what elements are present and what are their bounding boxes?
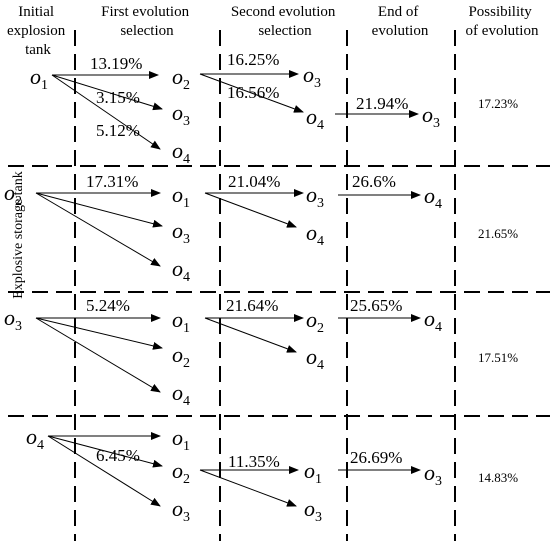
arrow — [199, 469, 297, 507]
node-first: o3 — [172, 100, 190, 129]
percent-label: 13.19% — [90, 54, 142, 73]
node-second: o4 — [306, 344, 324, 373]
node-root: o2 — [4, 180, 22, 209]
node-end: o4 — [424, 306, 442, 335]
node-root: o4 — [26, 424, 44, 453]
arrow — [35, 192, 163, 228]
node-first: o3 — [172, 496, 190, 525]
node-end: o3 — [424, 460, 442, 489]
arrow — [204, 317, 297, 353]
percent-label: 6.45% — [96, 446, 140, 465]
node-first: o1 — [172, 307, 190, 336]
arrow — [51, 74, 161, 150]
node-first: o4 — [172, 256, 190, 285]
arrow — [35, 317, 163, 350]
node-first: o2 — [172, 342, 190, 371]
percent-label: 5.24% — [86, 296, 130, 315]
possibility-value: 14.83% — [478, 470, 518, 485]
header-possibility: Possibility of evolution — [466, 4, 539, 39]
side-label: Explosive storage tank — [11, 171, 26, 299]
percent-label: 21.94% — [356, 94, 408, 113]
node-root: o3 — [4, 305, 22, 334]
column-headers: Initial explosion tank First evolution s… — [7, 4, 539, 58]
arrow — [204, 192, 297, 228]
block-4: o4 o1 o2 o3 o1 o3 o3 6.45% 11.35% 26.69%… — [26, 424, 518, 525]
header-first: First evolution selection — [101, 4, 193, 39]
block-1: o1 o2 o3 o4 o3 o4 o3 13.19% 3.15% 5.12% … — [30, 50, 518, 167]
node-second: o2 — [306, 307, 324, 336]
percent-label: 17.31% — [86, 172, 138, 191]
arrow — [199, 73, 304, 113]
arrow — [35, 192, 161, 267]
block-2: o2 o1 o3 o4 o3 o4 o4 17.31% 21.04% 26.6%… — [4, 172, 518, 285]
percent-label: 11.35% — [228, 452, 280, 471]
node-first: o4 — [172, 138, 190, 167]
header-end: End of evolution — [372, 4, 429, 39]
percent-label: 3.15% — [96, 88, 140, 107]
arrow — [35, 317, 161, 393]
percent-label: 16.56% — [227, 83, 279, 102]
node-second: o3 — [304, 496, 322, 525]
grid-lines — [8, 30, 550, 541]
possibility-value: 17.23% — [478, 96, 518, 111]
header-second: Second evolution selection — [231, 4, 339, 39]
node-second: o3 — [306, 182, 324, 211]
node-first: o1 — [172, 182, 190, 211]
percent-label: 26.69% — [350, 448, 402, 467]
node-root: o1 — [30, 64, 48, 93]
arrow — [47, 435, 163, 468]
percent-label: 21.04% — [228, 172, 280, 191]
node-second: o4 — [306, 220, 324, 249]
arrow — [51, 74, 163, 111]
node-second: o3 — [303, 62, 321, 91]
percent-label: 21.64% — [226, 296, 278, 315]
possibility-value: 21.65% — [478, 226, 518, 241]
node-first: o1 — [172, 425, 190, 454]
node-first: o2 — [172, 458, 190, 487]
node-end: o4 — [424, 183, 442, 212]
arrow — [47, 435, 161, 507]
node-first: o3 — [172, 218, 190, 247]
possibility-value: 17.51% — [478, 350, 518, 365]
percent-label: 5.12% — [96, 121, 140, 140]
percent-label: 25.65% — [350, 296, 402, 315]
header-initial: Initial explosion tank — [7, 4, 69, 58]
node-end: o3 — [422, 102, 440, 131]
node-second: o4 — [306, 104, 324, 133]
percent-label: 26.6% — [352, 172, 396, 191]
node-first: o4 — [172, 380, 190, 409]
node-second: o1 — [304, 458, 322, 487]
percent-label: 16.25% — [227, 50, 279, 69]
node-first: o2 — [172, 64, 190, 93]
block-3: o3 o1 o2 o4 o2 o4 o4 5.24% 21.64% 25.65%… — [4, 296, 518, 409]
